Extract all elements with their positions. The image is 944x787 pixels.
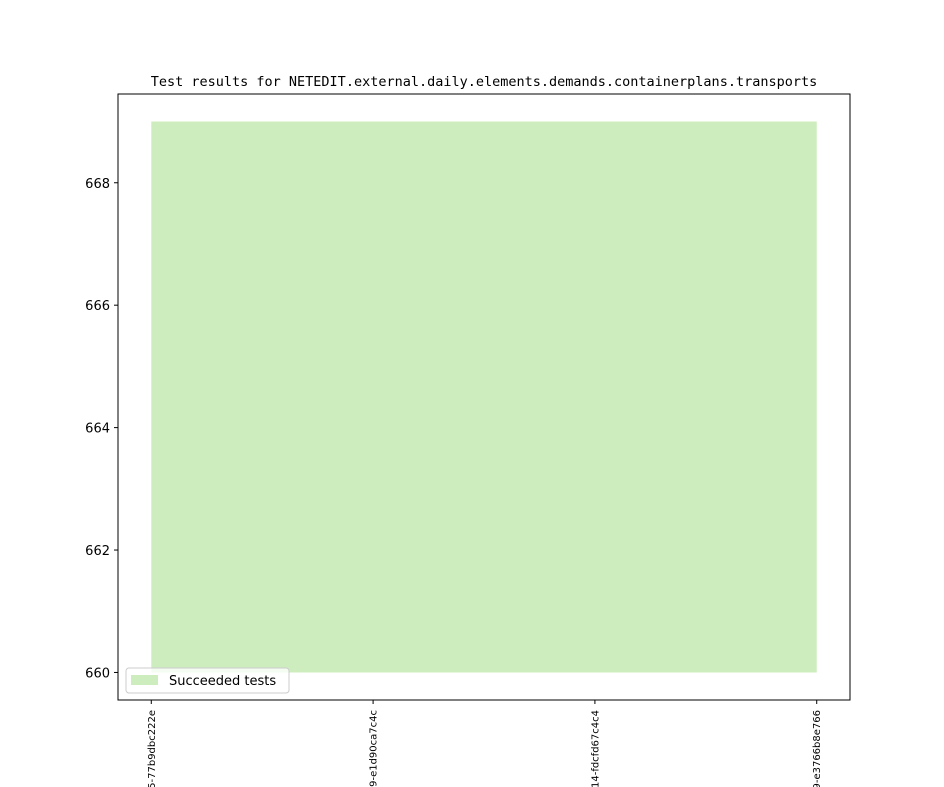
legend-swatch [131, 675, 158, 685]
y-tick-label: 666 [85, 299, 110, 314]
x-tick-label: 9-e3766b8e766 [812, 710, 823, 787]
legend-label: Succeeded tests [169, 674, 276, 689]
legend-box [125, 667, 290, 694]
y-tick-label: 668 [85, 177, 110, 192]
x-tick-label: 9-e1d90ca7c4c [369, 710, 380, 787]
y-tick-label: 664 [85, 422, 110, 437]
chart-title: Test results for NETEDIT.external.daily.… [151, 74, 817, 90]
area [151, 121, 817, 673]
x-tick-label: 5-77b9dbc222e [147, 710, 158, 787]
legend: Succeeded tests [125, 667, 290, 694]
x-tick-label: 14-fdcfd67c4c4 [590, 710, 601, 787]
y-tick-label: 660 [85, 666, 110, 681]
plot-frame [117, 93, 851, 701]
y-tick-label: 662 [85, 544, 110, 559]
